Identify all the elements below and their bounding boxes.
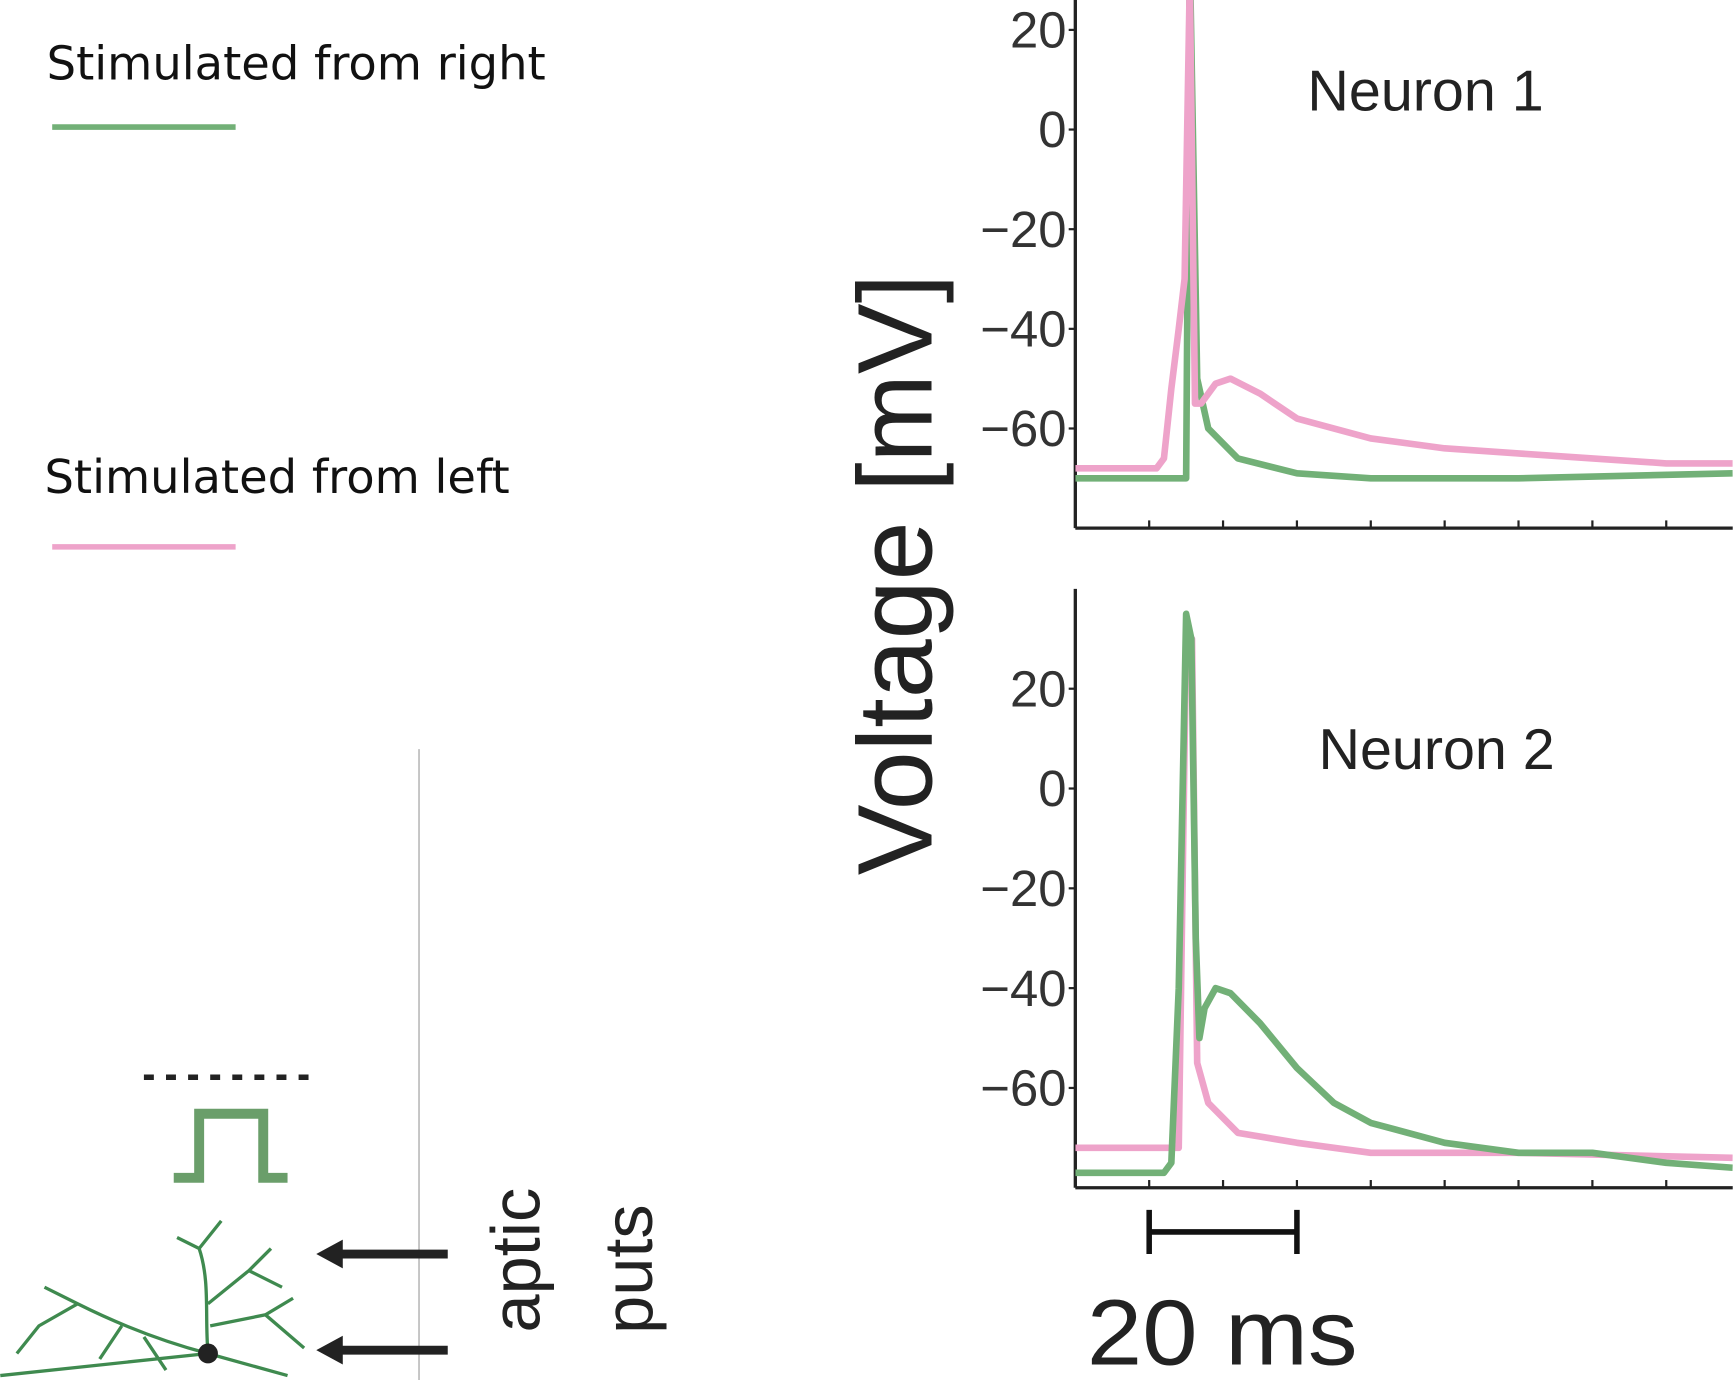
y-tick-label: 20 (1010, 660, 1067, 717)
chart-title: Neuron 1 (1307, 59, 1543, 123)
chart-title: Neuron 2 (1318, 718, 1554, 782)
neuron (0, 1219, 306, 1378)
soma (198, 1343, 218, 1364)
scalebar-label: 20 ms (1087, 1281, 1358, 1380)
y-tick-label: −20 (980, 201, 1066, 258)
diagram-label: aptic (477, 1188, 554, 1333)
pulse (173, 1108, 288, 1183)
y-tick-label: −40 (980, 301, 1066, 358)
y-tick-label: 20 (1010, 2, 1067, 59)
arrows (316, 1239, 448, 1365)
legend-label: Stimulated from left (44, 450, 509, 504)
y-tick-label: −20 (980, 860, 1066, 917)
trace (1075, 610, 1733, 1177)
traces (1075, 0, 1733, 482)
y-tick-label: −40 (980, 960, 1066, 1017)
y-tick-label: 0 (1038, 101, 1066, 158)
traces (1075, 610, 1733, 1177)
y-axis-label: Voltage [mV] (837, 274, 955, 875)
y-tick-label: −60 (980, 1060, 1066, 1117)
diagram-label: puts (590, 1204, 667, 1333)
y-tick-label: 0 (1038, 760, 1066, 817)
y-tick-label: −60 (980, 400, 1066, 457)
trace (1075, 0, 1733, 472)
legend-label: Stimulated from right (47, 37, 546, 91)
